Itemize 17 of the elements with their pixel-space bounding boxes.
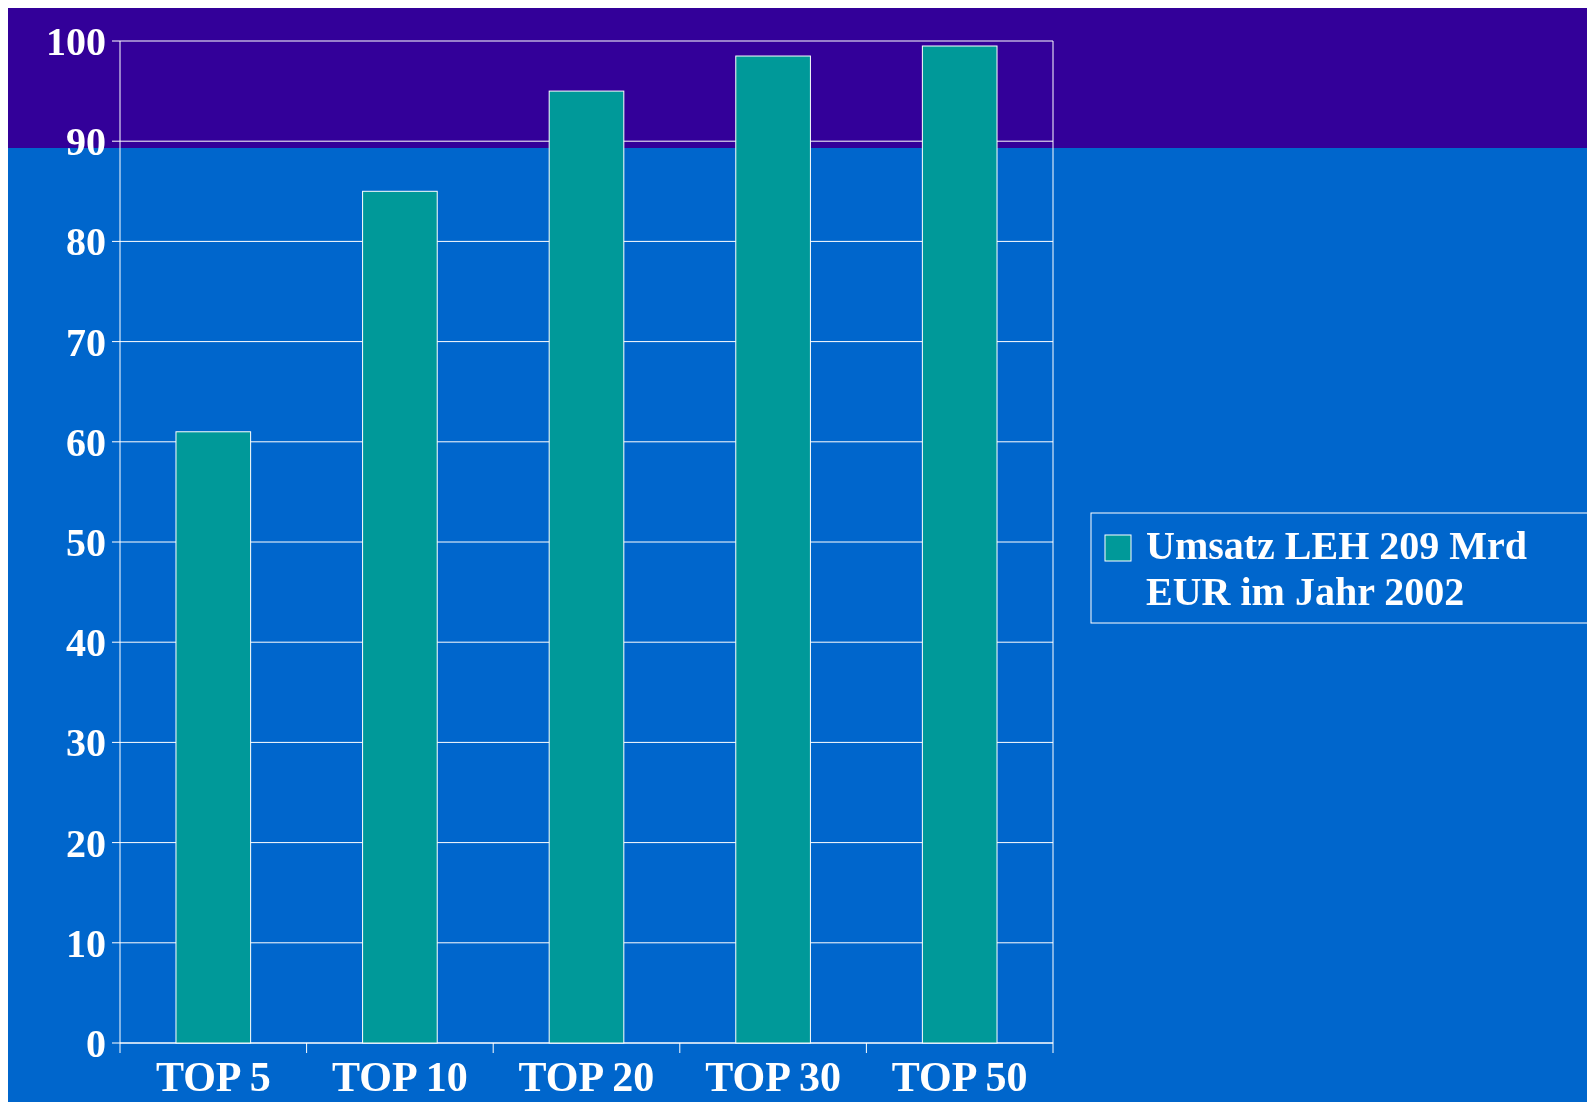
y-tick-label: 60 (66, 419, 106, 465)
y-tick-label: 20 (66, 820, 106, 866)
x-tick-label: TOP 30 (705, 1054, 841, 1100)
y-tick-label: 50 (66, 520, 106, 565)
y-tick-label: 70 (66, 319, 106, 365)
x-tick-label: TOP 10 (332, 1054, 468, 1100)
y-tick-label: 0 (86, 1021, 106, 1066)
x-tick-label: TOP 50 (891, 1054, 1028, 1100)
x-tick-label: TOP 5 (155, 1054, 271, 1100)
x-tick-label: TOP 20 (518, 1054, 655, 1100)
legend-label: Umsatz LEH 209 Mrd EUR im Jahr 2002 (1146, 523, 1528, 614)
y-tick-label: 10 (66, 920, 106, 966)
y-tick-label: 90 (66, 119, 106, 165)
y-tick-label: 100 (46, 19, 106, 64)
y-tick-label: 30 (66, 720, 106, 766)
y-tick-label: 40 (66, 620, 106, 666)
y-tick-label: 80 (66, 219, 106, 265)
